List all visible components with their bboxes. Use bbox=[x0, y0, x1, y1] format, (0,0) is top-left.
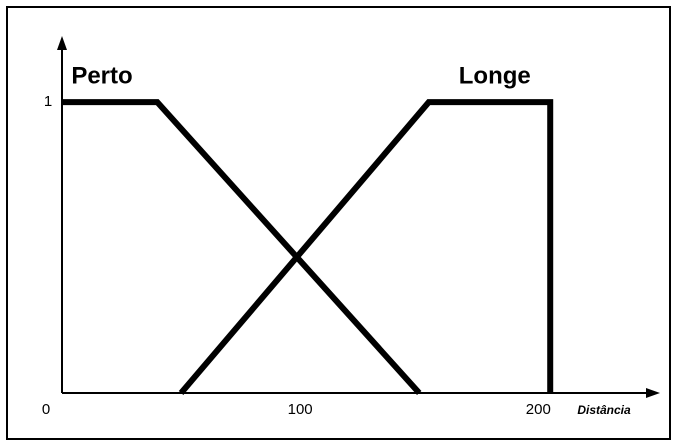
x-tick-label: 100 bbox=[288, 401, 313, 418]
x-tick-label: 200 bbox=[526, 401, 551, 418]
series-label: Perto bbox=[71, 63, 132, 90]
membership-line bbox=[178, 99, 554, 395]
x-tick-label: 0 bbox=[42, 401, 50, 418]
membership-line bbox=[62, 99, 422, 396]
x-axis-label: Distância bbox=[577, 403, 631, 417]
x-arrow bbox=[646, 388, 660, 398]
series-label: Longe bbox=[459, 63, 531, 90]
y-arrow bbox=[57, 36, 67, 50]
y-tick-label: 1 bbox=[44, 93, 52, 110]
frame bbox=[6, 6, 671, 440]
